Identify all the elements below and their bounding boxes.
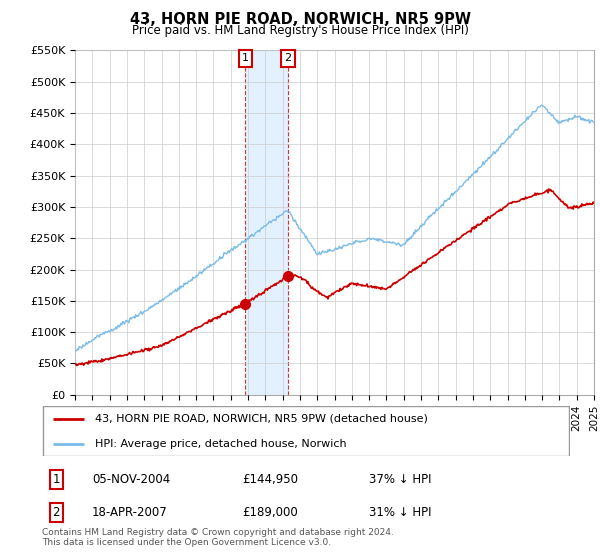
Text: 2: 2 [53,506,60,519]
Text: HPI: Average price, detached house, Norwich: HPI: Average price, detached house, Norw… [95,439,346,449]
FancyBboxPatch shape [43,406,569,456]
Text: 05-NOV-2004: 05-NOV-2004 [92,473,170,487]
Text: 1: 1 [53,473,60,487]
Text: 1: 1 [242,53,249,63]
Text: 18-APR-2007: 18-APR-2007 [92,506,168,519]
Text: £144,950: £144,950 [242,473,299,487]
Text: Price paid vs. HM Land Registry's House Price Index (HPI): Price paid vs. HM Land Registry's House … [131,24,469,37]
Text: 31% ↓ HPI: 31% ↓ HPI [370,506,432,519]
Text: 37% ↓ HPI: 37% ↓ HPI [370,473,432,487]
Text: 2: 2 [284,53,292,63]
Text: Contains HM Land Registry data © Crown copyright and database right 2024.
This d: Contains HM Land Registry data © Crown c… [42,528,394,547]
Text: 43, HORN PIE ROAD, NORWICH, NR5 9PW (detached house): 43, HORN PIE ROAD, NORWICH, NR5 9PW (det… [95,414,428,423]
Text: £189,000: £189,000 [242,506,298,519]
Text: 43, HORN PIE ROAD, NORWICH, NR5 9PW: 43, HORN PIE ROAD, NORWICH, NR5 9PW [130,12,470,27]
